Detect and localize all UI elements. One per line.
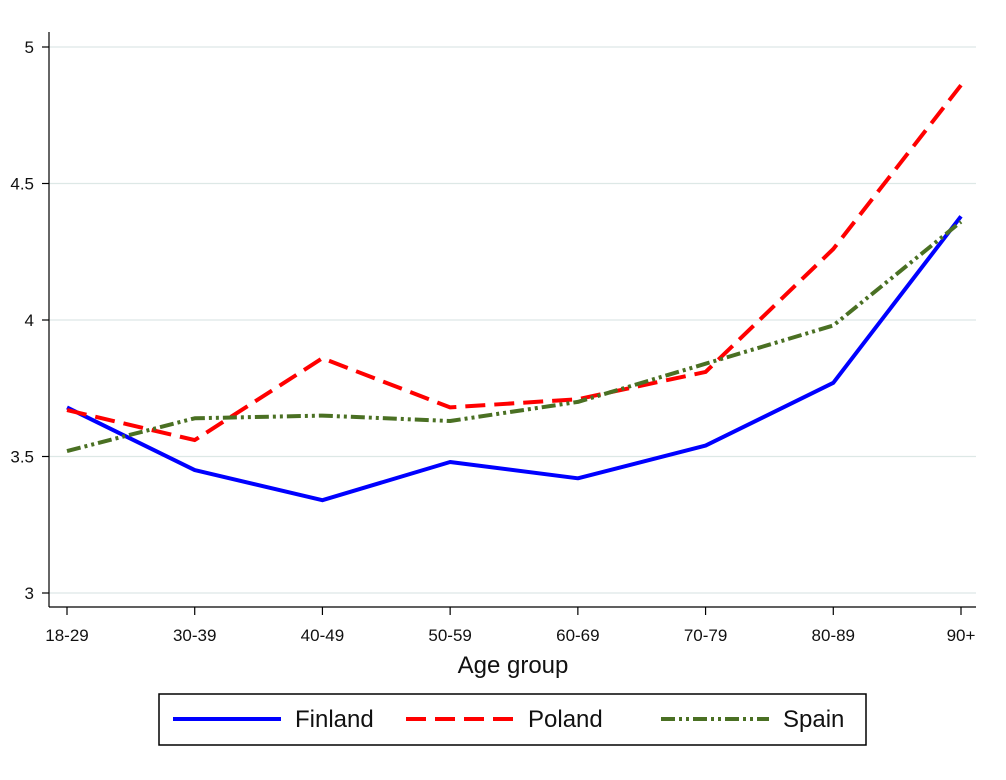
series-lines [66, 83, 963, 503]
legend-label-finland: Finland [295, 706, 374, 733]
x-tick-label-6: 80-89 [812, 626, 855, 645]
legend-label-poland: Poland [528, 706, 603, 733]
y-tick-label-2: 4 [25, 311, 34, 330]
x-tick-label-0: 18-29 [45, 626, 88, 645]
x-tick-label-5: 70-79 [684, 626, 727, 645]
x-tick-label-7: 90+ [947, 626, 976, 645]
x-tick-label-3: 50-59 [428, 626, 471, 645]
x-tick-label-2: 40-49 [301, 626, 344, 645]
x-tick-label-1: 30-39 [173, 626, 216, 645]
x-tick-label-4: 60-69 [556, 626, 599, 645]
series-line-poland [66, 83, 963, 443]
series-line-spain [66, 220, 963, 453]
y-tick-label-3: 4.5 [10, 175, 34, 194]
axes: 3 3.5 4 4.5 5 18-29 30-39 40-49 50-59 60-69 70-79 8… [10, 32, 976, 645]
y-tick-label-1: 3.5 [10, 448, 34, 467]
legend: Finland Poland Spain [158, 693, 867, 746]
y-tick-label-4: 5 [25, 38, 34, 57]
series-line-finland [66, 215, 963, 503]
y-tick-label-0: 3 [25, 584, 34, 603]
x-axis-title: Age group [458, 652, 569, 679]
legend-label-spain: Spain [783, 706, 844, 733]
grid-lines [49, 46, 976, 594]
